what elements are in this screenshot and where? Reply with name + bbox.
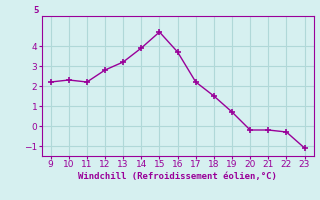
Text: 5: 5 (34, 6, 39, 15)
X-axis label: Windchill (Refroidissement éolien,°C): Windchill (Refroidissement éolien,°C) (78, 172, 277, 181)
